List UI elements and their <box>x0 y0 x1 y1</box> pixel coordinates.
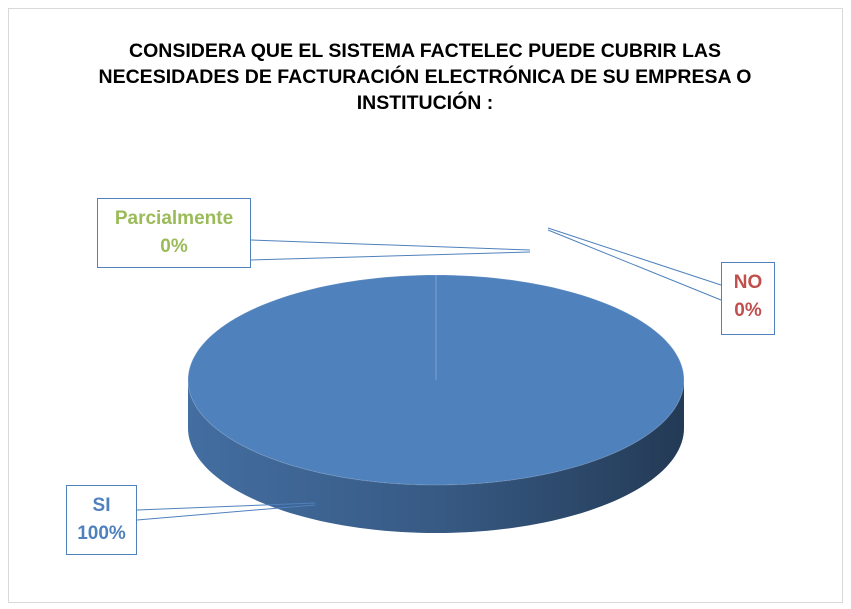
data-label: SI 100% <box>66 485 137 555</box>
label-category: Parcialmente <box>114 208 234 229</box>
label-value: 0% <box>734 300 762 321</box>
slice <box>187 274 685 486</box>
chart-title: CONSIDERA QUE EL SISTEMA FACTELEC PUEDE … <box>98 40 752 114</box>
label-category: SI <box>92 495 111 516</box>
label-value: 100% <box>77 523 126 544</box>
leader-line <box>547 229 722 301</box>
chart-frame <box>8 8 843 603</box>
data-label: Parcialmente 0% <box>97 198 251 268</box>
leader-line <box>136 504 316 521</box>
leader-line <box>250 251 531 261</box>
leader-line <box>547 227 722 286</box>
leader-line <box>136 502 316 511</box>
label-category: NO <box>733 272 763 293</box>
leader-line <box>250 239 531 251</box>
data-label: NO 0% <box>721 262 775 335</box>
label-value: 0% <box>160 236 188 257</box>
slice-side-shade <box>188 380 684 533</box>
